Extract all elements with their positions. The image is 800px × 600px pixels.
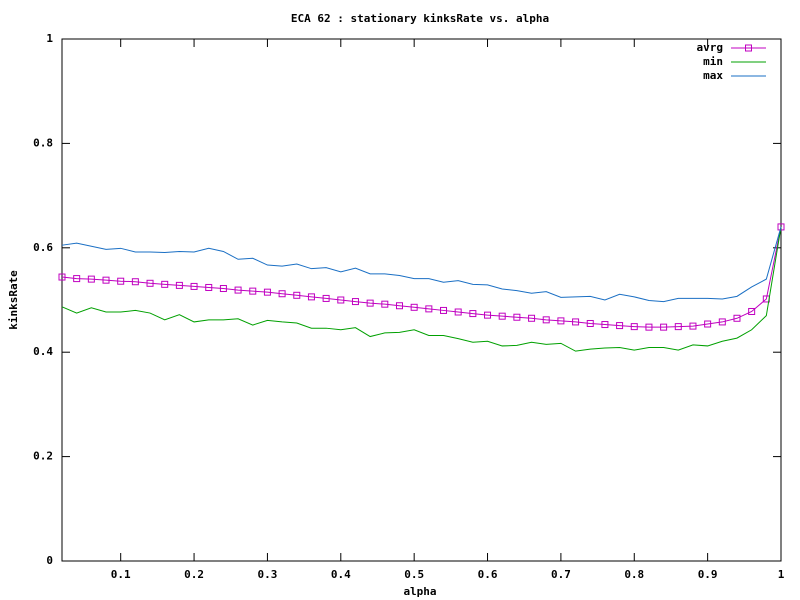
point-marker (586, 319, 594, 327)
point-marker (572, 318, 580, 326)
point-marker (454, 308, 462, 316)
y-tick-label: 0.8 (33, 136, 53, 149)
y-tick-label: 0 (46, 554, 53, 567)
point-marker (542, 316, 550, 324)
point-marker (205, 283, 213, 291)
x-tick-label: 0.4 (331, 568, 351, 581)
y-tick-label: 0.4 (33, 345, 53, 358)
point-marker (337, 296, 345, 304)
y-tick-label: 1 (46, 32, 53, 45)
point-marker (601, 321, 609, 329)
point-marker (425, 305, 433, 313)
y-tick-label: 0.2 (33, 450, 53, 463)
point-marker (307, 293, 315, 301)
x-tick-label: 0.5 (404, 568, 424, 581)
point-marker (381, 300, 389, 308)
plot-frame (61, 38, 782, 562)
point-marker (395, 302, 403, 310)
x-tick-label: 0.3 (257, 568, 277, 581)
point-marker (146, 279, 154, 287)
point-marker (528, 314, 536, 322)
point-marker (440, 306, 448, 314)
point-marker (689, 322, 697, 330)
series-line (61, 226, 782, 303)
series-line (61, 226, 782, 352)
point-marker (117, 277, 125, 285)
y-axis-label: kinksRate (7, 270, 20, 330)
point-marker (513, 313, 521, 321)
point-marker (718, 318, 726, 326)
point-marker (748, 307, 756, 315)
point-marker (190, 282, 198, 290)
x-tick-label: 0.9 (698, 568, 718, 581)
chart-title: ECA 62 : stationary kinksRate vs. alpha (291, 12, 549, 25)
point-marker (73, 275, 81, 283)
point-marker (660, 323, 668, 331)
x-tick-label: 0.8 (624, 568, 644, 581)
point-marker (58, 273, 66, 281)
x-tick-label: 0.6 (478, 568, 498, 581)
legend-label: min (703, 55, 723, 68)
legend-marker (745, 44, 752, 52)
legend-label: max (703, 69, 723, 82)
x-tick-label: 0.1 (111, 568, 131, 581)
point-marker (557, 317, 565, 325)
point-marker (733, 314, 741, 322)
series-line (61, 226, 782, 328)
point-marker (263, 288, 271, 296)
point-marker (278, 290, 286, 298)
point-marker (293, 291, 301, 299)
point-marker (175, 281, 183, 289)
point-marker (87, 275, 95, 283)
point-marker (322, 294, 330, 302)
point-marker (630, 323, 638, 331)
point-marker (616, 322, 624, 330)
point-marker (410, 303, 418, 311)
point-marker (131, 278, 139, 286)
point-marker (161, 280, 169, 288)
point-marker (249, 287, 257, 295)
x-tick-label: 0.2 (184, 568, 204, 581)
point-marker (234, 286, 242, 294)
x-tick-label: 1 (778, 568, 785, 581)
point-marker (704, 320, 712, 328)
point-marker (498, 312, 506, 320)
x-axis-label: alpha (403, 585, 436, 598)
point-marker (351, 298, 359, 306)
point-marker (102, 276, 110, 284)
point-marker (645, 323, 653, 331)
legend-label: avrg (697, 41, 724, 54)
point-marker (219, 285, 227, 293)
point-marker (469, 310, 477, 318)
point-marker (484, 311, 492, 319)
point-marker (674, 323, 682, 331)
x-tick-label: 0.7 (551, 568, 571, 581)
y-tick-label: 0.6 (33, 241, 53, 254)
point-marker (366, 299, 374, 307)
